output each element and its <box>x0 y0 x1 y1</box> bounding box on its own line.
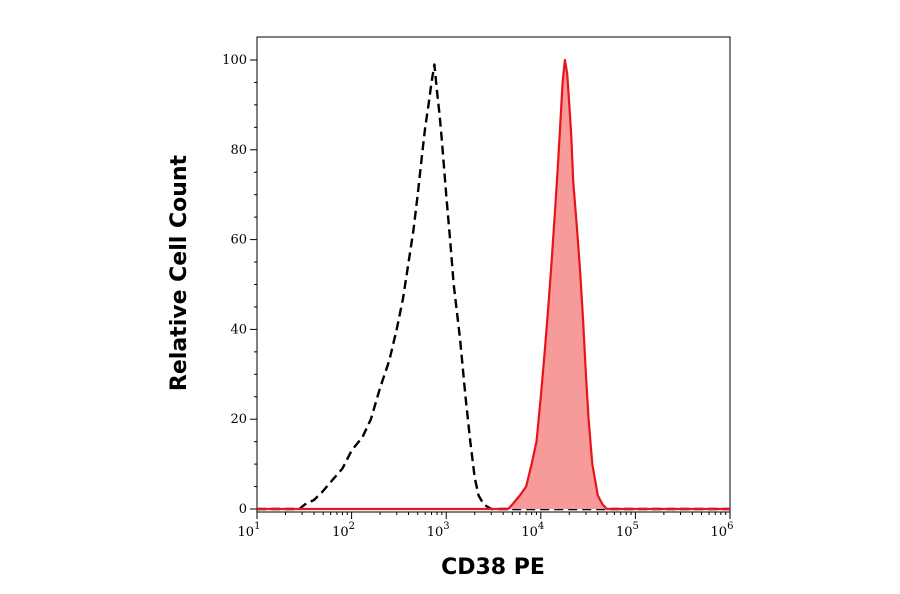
y-axis: 0 20 40 60 80 100 <box>222 53 257 517</box>
y-tick-label: 80 <box>230 143 247 158</box>
x-axis-title: CD38 PE <box>441 555 545 580</box>
x-tick-label: 101 <box>238 521 261 540</box>
x-tick-label: 103 <box>427 521 450 540</box>
series-1-line <box>257 58 730 511</box>
series-layer <box>257 58 730 511</box>
y-tick-label: 0 <box>239 502 247 517</box>
y-tick-label: 100 <box>222 53 247 68</box>
series-1-fill <box>257 60 730 509</box>
y-tick-label: 60 <box>230 233 247 248</box>
x-tick-label: 106 <box>711 521 734 540</box>
series-0-line <box>257 63 730 511</box>
x-tick-label: 104 <box>521 521 544 540</box>
x-axis: 101 102 103 104 105 106 <box>238 512 734 540</box>
y-tick-label: 40 <box>230 322 247 337</box>
y-axis-title: Relative Cell Count <box>167 154 192 391</box>
x-tick-label: 105 <box>616 521 639 540</box>
x-tick-label: 102 <box>332 521 355 540</box>
y-tick-label: 20 <box>230 412 247 427</box>
plot-frame <box>256 36 731 513</box>
